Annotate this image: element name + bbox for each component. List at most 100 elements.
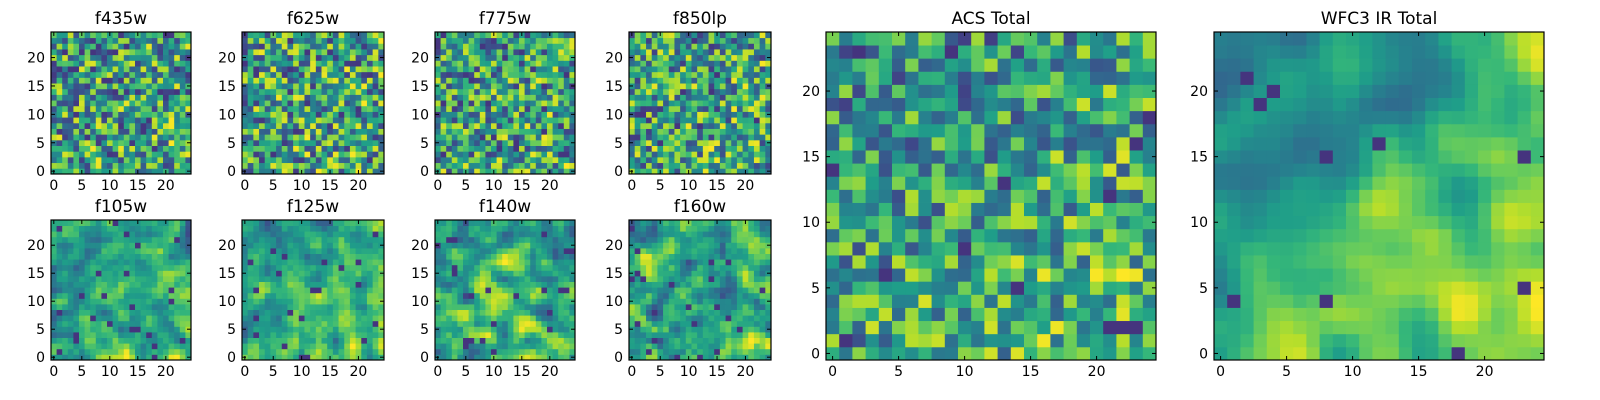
heatmap-cell <box>95 94 102 101</box>
heatmap-cell <box>372 37 379 44</box>
heatmap-cell <box>293 111 300 118</box>
heatmap-cell <box>507 348 514 355</box>
heatmap-cell <box>468 348 475 355</box>
panel-title: f625w <box>287 9 339 29</box>
heatmap-cell <box>547 337 553 344</box>
heatmap-cell <box>242 100 249 107</box>
heatmap-cell <box>457 117 464 124</box>
heatmap-cell <box>485 343 492 350</box>
heatmap-cell <box>247 337 254 344</box>
heatmap-cell <box>719 100 726 107</box>
heatmap-cell <box>748 343 755 350</box>
heatmap-cell <box>327 248 334 254</box>
heatmap-cell <box>491 100 497 107</box>
heatmap-cell <box>731 309 738 316</box>
heatmap-cell <box>168 88 175 95</box>
heatmap-cell <box>366 309 374 316</box>
heatmap-cell <box>293 43 300 50</box>
heatmap-cell <box>736 71 743 78</box>
heatmap-cell <box>310 337 317 344</box>
heatmap-cell <box>355 248 362 254</box>
heatmap-cell <box>101 43 108 50</box>
heatmap-cell <box>84 32 91 39</box>
heatmap-cell <box>440 248 447 254</box>
heatmap-cell <box>264 326 271 333</box>
heatmap-cell <box>372 162 379 169</box>
heatmap-cell <box>321 354 328 361</box>
heatmap-cell <box>685 287 692 294</box>
heatmap-cell <box>129 145 136 152</box>
heatmap-cell <box>67 326 74 333</box>
heatmap-cell <box>674 332 681 338</box>
heatmap-cell <box>502 128 509 135</box>
heatmap-cell <box>344 60 351 67</box>
heatmap-cell <box>174 304 181 310</box>
heatmap-cell <box>563 54 570 61</box>
heatmap-cell <box>759 337 766 344</box>
heatmap-cell <box>259 259 266 266</box>
heatmap-cell <box>298 122 305 129</box>
heatmap-cell <box>668 343 675 350</box>
heatmap-cell <box>140 162 147 169</box>
heatmap-cell <box>714 66 721 73</box>
heatmap-cell <box>697 32 704 39</box>
heatmap-cell <box>310 276 317 282</box>
heatmap-cell <box>719 71 726 78</box>
heatmap-cell <box>569 281 576 288</box>
heatmap-cell <box>569 49 576 56</box>
heatmap-cell <box>440 37 447 44</box>
heatmap-cell <box>242 281 249 288</box>
heatmap-cell <box>366 139 374 146</box>
heatmap-cell <box>321 71 328 78</box>
heatmap-cell <box>95 276 102 282</box>
heatmap-cell <box>135 231 141 238</box>
heatmap-cell <box>129 225 136 232</box>
heatmap-cell <box>446 337 453 344</box>
heatmap-cell <box>355 117 362 124</box>
heatmap-cell <box>742 332 749 338</box>
heatmap-cell <box>338 320 345 327</box>
heatmap-cell <box>731 162 738 169</box>
heatmap-cell <box>349 60 356 67</box>
heatmap-cell <box>372 348 379 355</box>
heatmap-cell <box>474 309 481 316</box>
heatmap-cell <box>174 122 181 129</box>
heatmap-cell <box>84 298 91 305</box>
x-tick-label: 0 <box>240 178 249 194</box>
heatmap-cell <box>697 156 704 164</box>
heatmap-cell <box>56 315 63 322</box>
heatmap-cell <box>163 348 169 355</box>
heatmap-cell <box>519 145 525 152</box>
heatmap-cell <box>765 337 772 344</box>
heatmap-cell <box>112 54 119 61</box>
heatmap-cell <box>135 145 141 152</box>
heatmap-cell <box>276 122 283 129</box>
heatmap-cell <box>685 66 692 73</box>
heatmap-cell <box>753 276 761 282</box>
heatmap-cell <box>338 231 345 238</box>
heatmap-cell <box>174 60 181 67</box>
heatmap-cell <box>253 354 260 361</box>
heatmap-cell <box>168 128 175 135</box>
heatmap-cell <box>281 270 288 277</box>
heatmap-cell <box>552 304 559 310</box>
heatmap-cell <box>321 298 328 305</box>
heatmap-cell <box>541 248 548 254</box>
heatmap-cell <box>640 168 647 175</box>
heatmap-cell <box>440 94 447 101</box>
heatmap-cell <box>513 54 520 61</box>
heatmap-cell <box>73 168 80 175</box>
heatmap-cell <box>714 77 721 84</box>
heatmap-cell <box>270 253 277 260</box>
heatmap-cell <box>541 37 548 44</box>
heatmap-cell <box>366 220 374 226</box>
heatmap-cell <box>321 111 328 118</box>
heatmap-cell <box>378 37 385 44</box>
heatmap-cell <box>640 43 647 50</box>
heatmap-cell <box>685 162 692 169</box>
heatmap-cell <box>468 264 475 271</box>
heatmap-cell <box>338 276 345 282</box>
heatmap-cell <box>355 100 362 107</box>
heatmap-cell <box>708 145 715 152</box>
heatmap-cell <box>748 54 755 61</box>
